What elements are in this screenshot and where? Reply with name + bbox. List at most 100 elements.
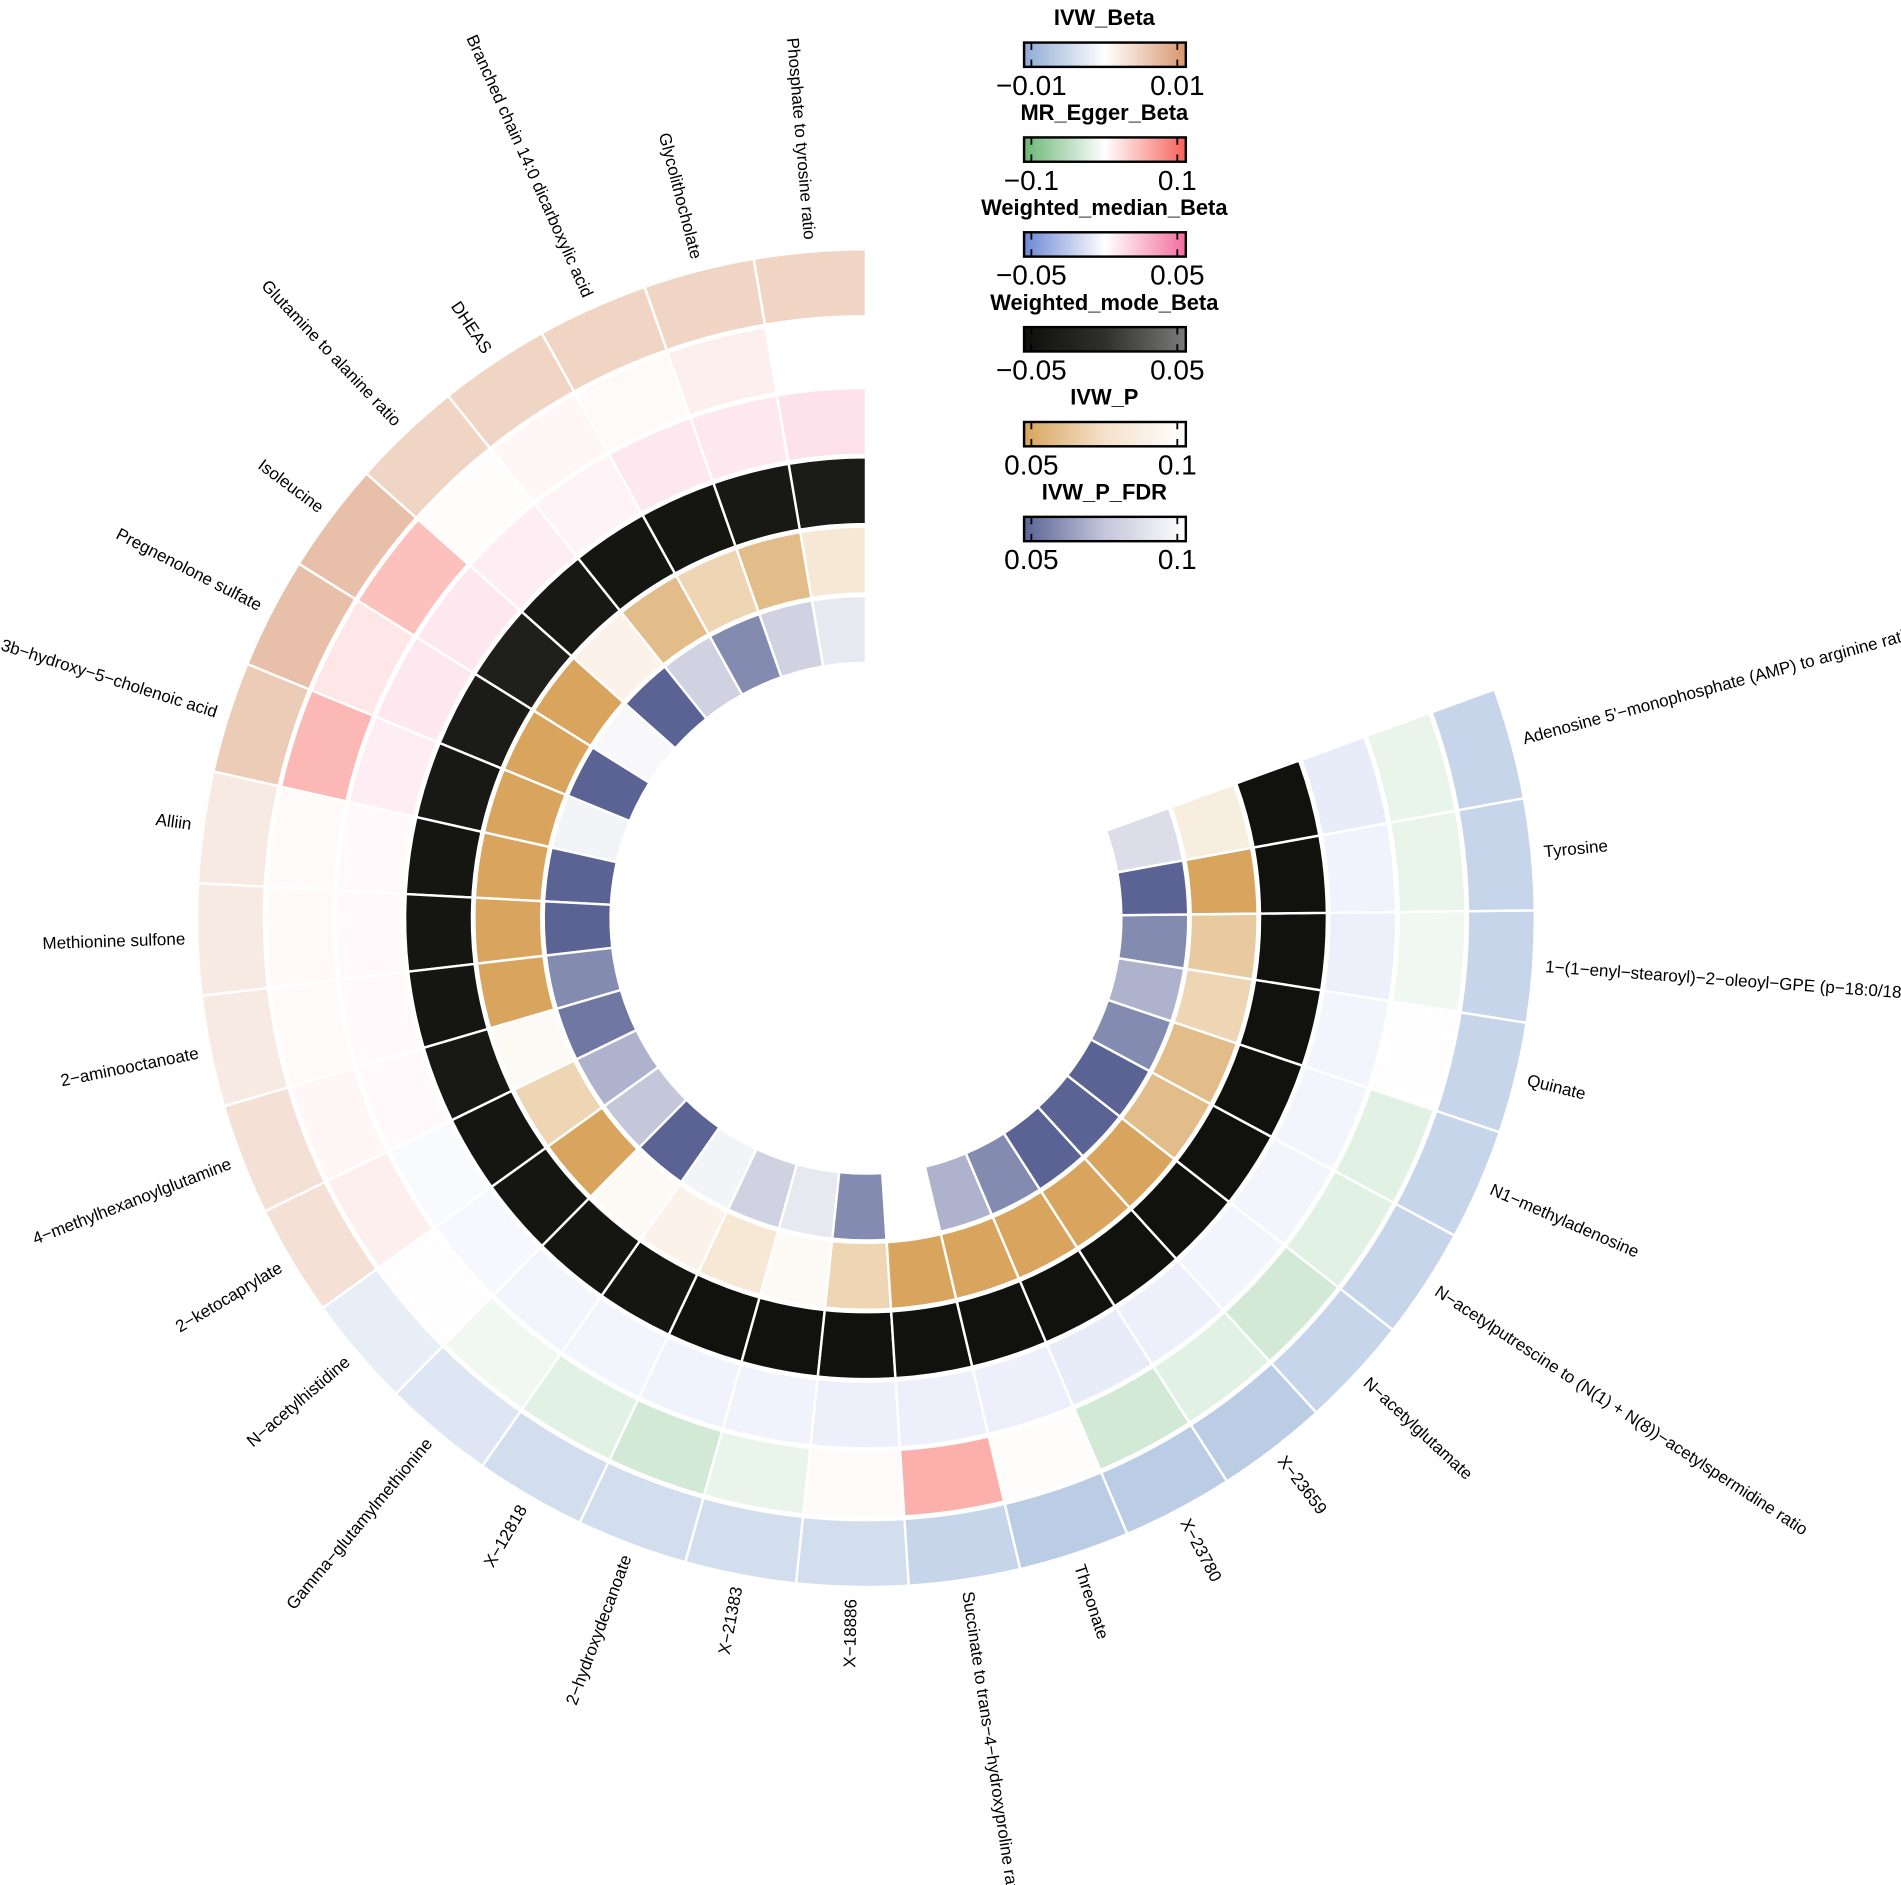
- heat-cell: [816, 1308, 897, 1381]
- category-label: X−23780: [1176, 1516, 1225, 1586]
- category-label: N1−methyladenosine: [1487, 1180, 1642, 1261]
- legend-tick-label: 0.1: [1158, 544, 1197, 575]
- heat-cell: [823, 1239, 893, 1311]
- legend-tick-label: 0.1: [1158, 449, 1197, 480]
- category-label: 1−(1−enyl−stearoyl)−2−oleoyl−GPE (p−18:0…: [1545, 957, 1901, 1003]
- legend-colorbar: [1022, 136, 1188, 163]
- track: [334, 386, 1398, 1450]
- category-label: 3b−hydroxy−5−cholenoic acid: [0, 636, 220, 722]
- heat-cell: [404, 815, 483, 899]
- category-label: X−21383: [715, 1585, 747, 1656]
- category-label: X−12818: [480, 1502, 531, 1571]
- legend-title: IVW_P_FDR: [1042, 480, 1167, 505]
- category-label: X−18886: [840, 1599, 860, 1668]
- heat-cell: [1252, 834, 1329, 915]
- category-label: Glutamine to alanine ratio: [258, 276, 405, 430]
- heat-cell: [894, 1367, 990, 1449]
- legend-colorbar: [1022, 325, 1188, 353]
- category-label: Tyrosine: [1543, 836, 1609, 861]
- legend-tick-label: 0.1: [1158, 165, 1197, 196]
- category-label: 2−ketocaprylate: [172, 1258, 285, 1336]
- heat-cell: [403, 892, 476, 974]
- legend-title: Weighted_mode_Beta: [990, 290, 1219, 315]
- category-label: Pregnenolone sulfate: [113, 524, 265, 614]
- heat-cell: [1322, 910, 1398, 1003]
- heat-cell: [335, 800, 416, 896]
- heat-cell: [1104, 806, 1185, 874]
- track: [542, 594, 1190, 1242]
- heat-cell: [1185, 912, 1259, 981]
- category-label: N−acetylputrescine to (N(1) + N(8))−acet…: [1431, 1282, 1811, 1539]
- category-label: Branched chain 14:0 dicarboxylic acid: [462, 32, 596, 300]
- category-label: X−23659: [1274, 1452, 1331, 1518]
- heat-cell: [794, 1515, 911, 1589]
- heat-cell: [334, 889, 408, 982]
- category-label: Methionine sulfone: [42, 929, 185, 953]
- heat-cell: [787, 456, 868, 532]
- category-label: Phosphate to tyrosine ratio: [783, 37, 819, 240]
- track: [403, 456, 1329, 1381]
- legend-tick-label: −0.01: [996, 70, 1067, 101]
- heat-cell: [542, 900, 614, 957]
- heat-cell: [1320, 821, 1398, 915]
- category-label: 2−hydroxydecanoate: [562, 1552, 635, 1707]
- category-label: N−acetylhistidine: [243, 1352, 354, 1450]
- track: [473, 525, 1259, 1311]
- legend-tick-label: 0.01: [1150, 70, 1204, 101]
- heat-cell: [1253, 911, 1329, 992]
- heat-cell: [775, 386, 868, 463]
- heat-cell: [898, 1435, 1006, 1518]
- heat-cell: [763, 317, 868, 395]
- heat-cell: [1299, 735, 1390, 837]
- legend-tick-label: −0.05: [996, 260, 1067, 291]
- category-label: Threonate: [1070, 1562, 1112, 1642]
- category-label: N−acetylglutamate: [1360, 1373, 1477, 1483]
- category-label: Alliin: [155, 810, 193, 834]
- legend-tick-label: −0.05: [996, 355, 1067, 386]
- heat-cell: [195, 881, 270, 998]
- heat-cell: [1364, 711, 1458, 825]
- legend-title: IVW_Beta: [1054, 5, 1156, 30]
- category-label: DHEAS: [447, 298, 495, 357]
- heat-cell: [1234, 758, 1321, 849]
- legend-tick-label: 0.05: [1004, 449, 1058, 480]
- category-label: 2−aminooctanoate: [59, 1044, 200, 1091]
- legend-colorbar: [1022, 231, 1188, 258]
- legend-title: MR_Egger_Beta: [1020, 100, 1189, 125]
- heat-cell: [752, 248, 868, 327]
- heat-cell: [1430, 687, 1526, 812]
- heat-cell: [1456, 796, 1537, 913]
- legend-tick-label: 0.05: [1150, 260, 1204, 291]
- legend-tick-label: 0.05: [1004, 544, 1058, 575]
- legend-tick-label: −0.1: [1004, 165, 1059, 196]
- heat-cell: [1390, 909, 1467, 1014]
- legend-tick-label: 0.05: [1150, 355, 1204, 386]
- heat-cell: [1388, 809, 1467, 914]
- heat-cell: [1116, 913, 1190, 970]
- category-label: Succinate to trans−4−hydroxyproline rati…: [958, 1590, 1023, 1885]
- category-label: Adenosine 5'−monophosphate (AMP) to argi…: [1521, 624, 1901, 748]
- category-label: 4−methylhexanoylglutamine: [30, 1154, 234, 1248]
- heat-cell: [1459, 909, 1537, 1025]
- legend-colorbar: [1022, 515, 1188, 543]
- heat-cell: [473, 896, 545, 965]
- heat-cell: [809, 1377, 902, 1450]
- track: [265, 317, 1467, 1519]
- category-label: Glycolithocholate: [655, 131, 706, 261]
- legend-title: IVW_P: [1070, 385, 1138, 410]
- heat-cell: [265, 885, 339, 990]
- heat-cell: [721, 1362, 819, 1447]
- heat-cell: [265, 785, 348, 892]
- category-label: Quinate: [1525, 1071, 1587, 1104]
- category-label: Gamma−glutamylmethionine: [283, 1434, 437, 1613]
- heat-cell: [801, 1446, 906, 1519]
- track: [195, 248, 1537, 1589]
- heat-cell: [196, 770, 281, 888]
- legend-colorbar: [1022, 420, 1188, 448]
- legend-title: Weighted_median_Beta: [981, 195, 1228, 220]
- heat-cell: [830, 1170, 888, 1242]
- category-label: Isoleucine: [254, 456, 327, 517]
- legend-colorbar: [1022, 41, 1188, 69]
